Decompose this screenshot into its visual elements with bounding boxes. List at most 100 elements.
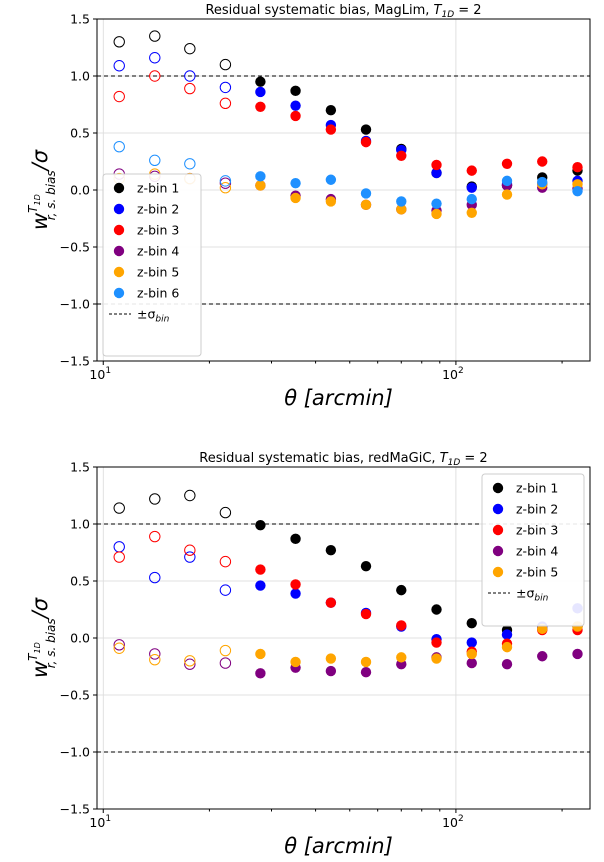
y-tick-label: 0.5	[70, 574, 90, 589]
data-point-open	[149, 653, 161, 666]
data-point-filled	[501, 641, 513, 653]
data-point-filled	[255, 86, 266, 98]
data-point-open	[219, 506, 232, 519]
data-point-filled	[290, 85, 301, 97]
data-point-open	[149, 648, 161, 660]
x-axis-label: θ [arcmin]	[284, 386, 393, 410]
y-tick-label: −1.0	[60, 745, 90, 760]
data-point-open	[113, 541, 125, 553]
data-point-filled	[466, 617, 477, 629]
data-point-open	[219, 58, 232, 71]
y-axis-label: wT1D r, s. bias/σ	[26, 149, 58, 230]
legend-marker	[113, 224, 125, 236]
legend-marker	[113, 266, 125, 278]
data-point-filled	[431, 159, 442, 171]
data-point-open	[219, 175, 232, 187]
data-point-filled	[325, 665, 337, 677]
legend: z-bin 1 z-bin 2 z-bin 3 z-bin 4 z-bin 5 z-bin…	[102, 173, 202, 357]
data-point-filled	[290, 110, 301, 122]
data-point-open	[184, 544, 196, 556]
legend-label: z-bin 4	[137, 244, 179, 259]
data-point-filled	[290, 656, 301, 668]
data-point-filled	[396, 584, 407, 596]
data-point-filled	[537, 156, 548, 167]
data-point-filled	[466, 207, 477, 218]
legend-label: z-bin 1	[137, 181, 179, 196]
data-point-filled	[501, 175, 513, 187]
chart-title: Residual systematic bias, MagLim, T1D = …	[205, 3, 481, 20]
data-point-filled	[431, 167, 442, 179]
data-point-open	[149, 52, 161, 64]
data-point-filled	[255, 519, 266, 531]
legend-marker	[492, 545, 504, 557]
data-point-filled	[290, 588, 301, 599]
y-tick-label: −1.5	[60, 802, 90, 817]
data-point-filled	[431, 208, 442, 220]
legend-label: z-bin 2	[516, 502, 558, 517]
data-point-open	[113, 90, 125, 103]
data-point-filled	[360, 188, 372, 199]
data-point-filled	[431, 604, 442, 615]
data-point-open	[219, 81, 232, 94]
data-point-filled	[325, 196, 337, 207]
legend-label: z-bin 4	[516, 544, 558, 559]
series-z-bin-5	[113, 621, 583, 668]
data-point-filled	[325, 105, 337, 116]
data-point-open	[219, 177, 232, 189]
data-point-filled	[325, 597, 337, 608]
y-axis-label: wT1D r, s. bias/σ	[26, 597, 58, 678]
data-point-filled	[466, 637, 477, 648]
legend-label: z-bin 3	[137, 223, 179, 238]
y-tick-label: −1.0	[60, 297, 90, 312]
legend-marker	[113, 203, 125, 215]
legend-label: z-bin 5	[516, 565, 558, 580]
chart-panel-2: −1.5 −1.0 −0.5 0.0 0.5 1.0 1.5 101 102 Residual s…	[26, 451, 591, 858]
data-point-filled	[360, 656, 372, 668]
legend-marker	[113, 182, 125, 194]
data-point-filled	[255, 180, 266, 191]
data-point-filled	[290, 533, 301, 545]
y-tick-label: −0.5	[60, 688, 90, 703]
legend-label: z-bin 2	[137, 202, 179, 217]
y-tick-label: −1.5	[60, 354, 90, 369]
y-tick-label: 1.0	[70, 69, 90, 84]
data-point-filled	[501, 629, 513, 640]
data-point-filled	[431, 198, 442, 209]
y-tick-label: 0.0	[70, 183, 90, 198]
data-point-filled	[255, 668, 266, 679]
data-point-filled	[290, 100, 301, 111]
data-point-open	[113, 551, 125, 563]
data-point-filled	[360, 136, 372, 148]
data-point-filled	[290, 579, 301, 590]
data-point-filled	[396, 620, 407, 631]
legend-marker	[113, 245, 125, 257]
legend-marker	[492, 503, 504, 515]
data-point-filled	[396, 652, 407, 663]
data-point-filled	[255, 580, 266, 591]
legend-marker	[492, 482, 504, 494]
data-point-open	[149, 530, 161, 543]
legend-label: z-bin 5	[137, 265, 179, 280]
data-point-open	[113, 642, 125, 654]
data-point-filled	[325, 653, 337, 664]
data-point-open	[184, 82, 196, 95]
legend-box	[102, 173, 202, 357]
data-point-filled	[325, 545, 337, 556]
data-point-filled	[466, 648, 477, 660]
data-point-filled	[360, 124, 372, 135]
x-tick-label: 101	[89, 366, 111, 382]
chart-title: Residual systematic bias, redMaGiC, T1D …	[199, 451, 487, 468]
y-tick-label: 1.0	[70, 517, 90, 532]
x-tick-label: 102	[442, 814, 464, 830]
data-point-filled	[360, 199, 372, 211]
data-point-open	[149, 571, 161, 584]
data-point-open	[219, 657, 232, 669]
data-point-filled	[255, 171, 266, 182]
data-point-filled	[572, 162, 583, 173]
data-point-filled	[572, 185, 583, 197]
data-point-filled	[466, 193, 477, 205]
legend-label: z-bin 3	[516, 523, 558, 538]
data-point-filled	[537, 176, 548, 188]
data-point-filled	[466, 165, 477, 176]
data-point-open	[219, 182, 232, 194]
